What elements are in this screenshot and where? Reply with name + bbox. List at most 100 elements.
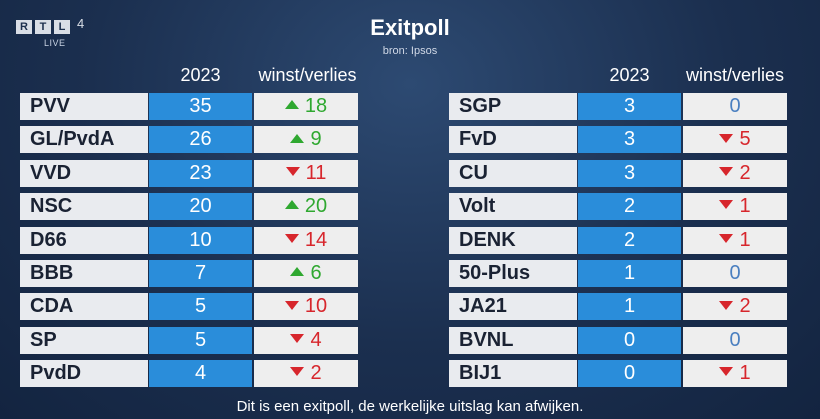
party-name: CU: [449, 159, 577, 187]
seat-count: 5: [149, 293, 252, 321]
live-label: LIVE: [44, 38, 66, 48]
left-year-header: 2023: [180, 65, 221, 85]
party-name: Volt: [449, 193, 577, 221]
disclaimer-footer: Dit is een exitpoll, de werkelijke uitsl…: [236, 398, 584, 415]
change-value: 14: [304, 228, 328, 251]
party-name: PvdD: [20, 360, 148, 388]
loss-arrow-icon: [719, 300, 734, 310]
seat-change: 2: [683, 293, 787, 321]
party-name: DENK: [449, 226, 577, 254]
seat-change: 2: [683, 159, 787, 187]
seat-count: 1: [578, 260, 681, 287]
party-name: NSC: [20, 193, 148, 221]
party-name: PVV: [20, 93, 148, 120]
loss-arrow-icon: [284, 300, 299, 310]
right-year-header: 2023: [609, 65, 650, 85]
seat-count: 5: [149, 326, 252, 354]
party-name: FvD: [449, 126, 577, 154]
seat-count: 3: [578, 159, 681, 187]
loss-arrow-icon: [290, 367, 305, 377]
party-name: VVD: [20, 159, 148, 187]
party-name: BBB: [20, 260, 148, 287]
change-value: 6: [310, 262, 322, 284]
party-name: BVNL: [449, 326, 577, 354]
loss-arrow-icon: [719, 133, 734, 143]
seat-count: 2: [578, 226, 681, 254]
change-value: 2: [739, 161, 751, 184]
change-value: 9: [310, 128, 322, 151]
seat-count: 4: [149, 360, 252, 388]
seat-count: 20: [149, 193, 252, 221]
seat-change: 20: [254, 193, 358, 221]
gain-arrow-icon: [284, 100, 299, 110]
change-value: 4: [310, 328, 322, 351]
logo-letter: T: [35, 20, 51, 34]
seat-count: 7: [149, 260, 252, 287]
seat-change: 0: [683, 326, 787, 354]
source-subtitle: bron: Ipsos: [382, 45, 438, 57]
seat-count: 10: [149, 226, 252, 254]
seat-count: 35: [149, 93, 252, 120]
change-value: 10: [304, 295, 328, 318]
logo-letter: R: [16, 20, 32, 34]
seat-change: 6: [254, 260, 358, 287]
loss-arrow-icon: [285, 167, 300, 177]
right-change-header: winst/verlies: [685, 65, 785, 85]
change-value: 1: [739, 362, 751, 385]
seat-change: 1: [683, 360, 787, 388]
party-name: BIJ1: [449, 360, 577, 388]
loss-arrow-icon: [290, 334, 305, 344]
party-name: 50-Plus: [449, 260, 577, 287]
change-value: 5: [739, 128, 751, 151]
party-name: D66: [20, 226, 148, 254]
party-name: JA21: [449, 293, 577, 321]
change-value: 18: [304, 95, 328, 117]
seat-change: 0: [683, 260, 787, 287]
seat-change: 2: [254, 360, 358, 388]
seat-count: 1: [578, 293, 681, 321]
loss-arrow-icon: [284, 233, 299, 243]
seat-count: 26: [149, 126, 252, 154]
party-name: SGP: [449, 93, 577, 120]
seat-change: 11: [254, 159, 358, 187]
seat-count: 0: [578, 326, 681, 354]
seat-count: 3: [578, 93, 681, 120]
party-name: GL/PvdA: [20, 126, 148, 154]
seat-change: 1: [683, 226, 787, 254]
logo-letter: L: [54, 20, 70, 34]
change-value: 20: [304, 195, 328, 218]
party-name: SP: [20, 326, 148, 354]
gain-arrow-icon: [290, 267, 305, 277]
loss-arrow-icon: [719, 367, 734, 377]
gain-arrow-icon: [290, 133, 305, 143]
seat-change: 9: [254, 126, 358, 154]
seat-change: 4: [254, 326, 358, 354]
change-value: 1: [739, 228, 751, 251]
seat-count: 23: [149, 159, 252, 187]
seat-count: 2: [578, 193, 681, 221]
gain-arrow-icon: [284, 200, 299, 210]
seat-count: 3: [578, 126, 681, 154]
change-value: 11: [305, 161, 327, 184]
change-value: 0: [729, 95, 741, 117]
seat-change: 18: [254, 93, 358, 120]
seat-change: 0: [683, 93, 787, 120]
loss-arrow-icon: [719, 233, 734, 243]
page-title: Exitpoll: [370, 15, 450, 40]
seat-count: 0: [578, 360, 681, 388]
party-name: CDA: [20, 293, 148, 321]
change-value: 1: [739, 195, 751, 218]
left-change-header: winst/verlies: [258, 65, 357, 85]
logo-channel: 4: [77, 16, 85, 31]
change-value: 0: [729, 328, 741, 351]
change-value: 0: [729, 262, 741, 284]
seat-change: 14: [254, 226, 358, 254]
seat-change: 1: [683, 193, 787, 221]
change-value: 2: [310, 362, 322, 385]
seat-change: 5: [683, 126, 787, 154]
loss-arrow-icon: [719, 200, 734, 210]
change-value: 2: [739, 295, 751, 318]
loss-arrow-icon: [719, 167, 734, 177]
seat-change: 10: [254, 293, 358, 321]
